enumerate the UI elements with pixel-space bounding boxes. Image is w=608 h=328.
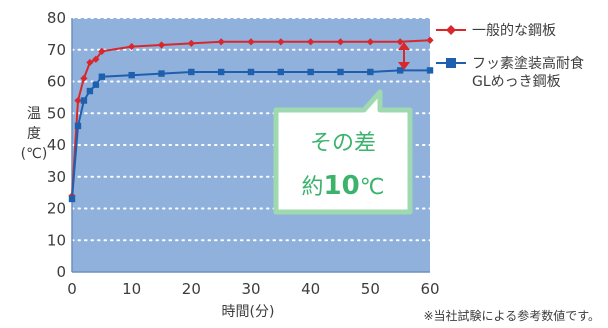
data-point-square — [217, 68, 225, 76]
callout-line-1: その差 — [310, 131, 376, 156]
callout-box — [273, 89, 413, 215]
y-axis-label-char-1: 温 — [27, 106, 41, 122]
legend-label-series-2-line-1: フッ素塗装高耐食 — [472, 55, 584, 72]
data-point-square — [367, 68, 374, 76]
y-axis-label-char-3: (℃) — [21, 146, 48, 162]
legend: 一般的な鋼板 フッ素塗装高耐食 GLめっき鋼板 — [436, 23, 584, 90]
data-point-diamond — [396, 38, 404, 46]
data-point-diamond — [307, 38, 315, 46]
x-tick-labels: 0 10 20 30 40 50 60 — [67, 280, 439, 298]
x-tick-label: 30 — [241, 280, 260, 298]
y-tick-label: 50 — [47, 104, 66, 122]
x-tick-label: 0 — [67, 280, 77, 298]
callout: その差 約10℃ — [273, 89, 413, 215]
data-point-square — [128, 71, 135, 79]
data-point-square — [86, 87, 94, 95]
y-tick-label: 30 — [47, 168, 66, 186]
data-point-square — [337, 68, 344, 76]
legend-square-marker — [446, 58, 456, 68]
data-point-diamond — [86, 58, 94, 67]
legend-label-series-2-line-2: GLめっき鋼板 — [472, 74, 561, 90]
data-point-square — [307, 68, 314, 76]
difference-arrow — [398, 42, 410, 70]
data-point-square — [396, 67, 404, 74]
difference-arrow-head-up — [398, 42, 410, 50]
x-tick-label: 50 — [361, 280, 380, 298]
data-point-square — [158, 70, 165, 77]
callout-unit: ℃ — [360, 175, 385, 200]
data-point-diamond — [366, 38, 374, 46]
data-point-square — [426, 67, 434, 74]
data-point-square — [188, 68, 195, 76]
y-tick-label: 0 — [56, 263, 66, 281]
data-point-square — [68, 195, 76, 203]
y-axis-label-char-2: 度 — [27, 126, 41, 142]
y-tick-label: 70 — [47, 41, 66, 59]
y-tick-label: 10 — [47, 231, 66, 249]
x-tick-label: 10 — [122, 280, 141, 298]
y-tick-label: 20 — [47, 200, 66, 218]
data-point-diamond — [426, 36, 434, 44]
data-point-diamond — [128, 42, 136, 51]
series-layer — [68, 36, 434, 203]
y-tick-label: 40 — [47, 136, 66, 154]
legend-diamond-marker — [446, 25, 456, 35]
y-tick-labels: 0 10 20 30 40 50 60 70 80 — [47, 9, 66, 281]
x-axis-label: 時間(分) — [222, 304, 275, 320]
callout-prefix: 約 — [302, 175, 324, 200]
data-point-diamond — [157, 41, 166, 49]
data-point-square — [80, 97, 88, 104]
difference-arrow-head-down — [398, 62, 410, 70]
x-tick-label: 60 — [420, 280, 439, 298]
x-tick-label: 40 — [301, 280, 320, 298]
data-point-diamond — [80, 74, 88, 82]
data-point-diamond — [74, 96, 82, 105]
callout-number: 10 — [324, 171, 360, 201]
data-point-square — [98, 73, 106, 80]
footnote: ※当社試験による参考数値です。 — [424, 308, 601, 323]
legend-label-series-1: 一般的な鋼板 — [472, 23, 556, 39]
data-point-square — [92, 81, 100, 88]
data-point-diamond — [217, 38, 225, 46]
data-point-diamond — [92, 55, 100, 63]
x-tick-label: 20 — [182, 280, 201, 298]
data-point-diamond — [98, 47, 106, 55]
data-point-diamond — [247, 38, 255, 46]
data-point-diamond — [187, 39, 195, 47]
callout-line-2: 約10℃ — [302, 171, 385, 201]
data-point-square — [74, 122, 82, 130]
y-tick-label: 60 — [47, 73, 66, 91]
data-point-diamond — [336, 38, 345, 46]
data-point-diamond — [277, 38, 285, 46]
data-point-square — [247, 68, 255, 76]
y-tick-label: 80 — [47, 9, 66, 27]
data-point-square — [277, 68, 285, 76]
